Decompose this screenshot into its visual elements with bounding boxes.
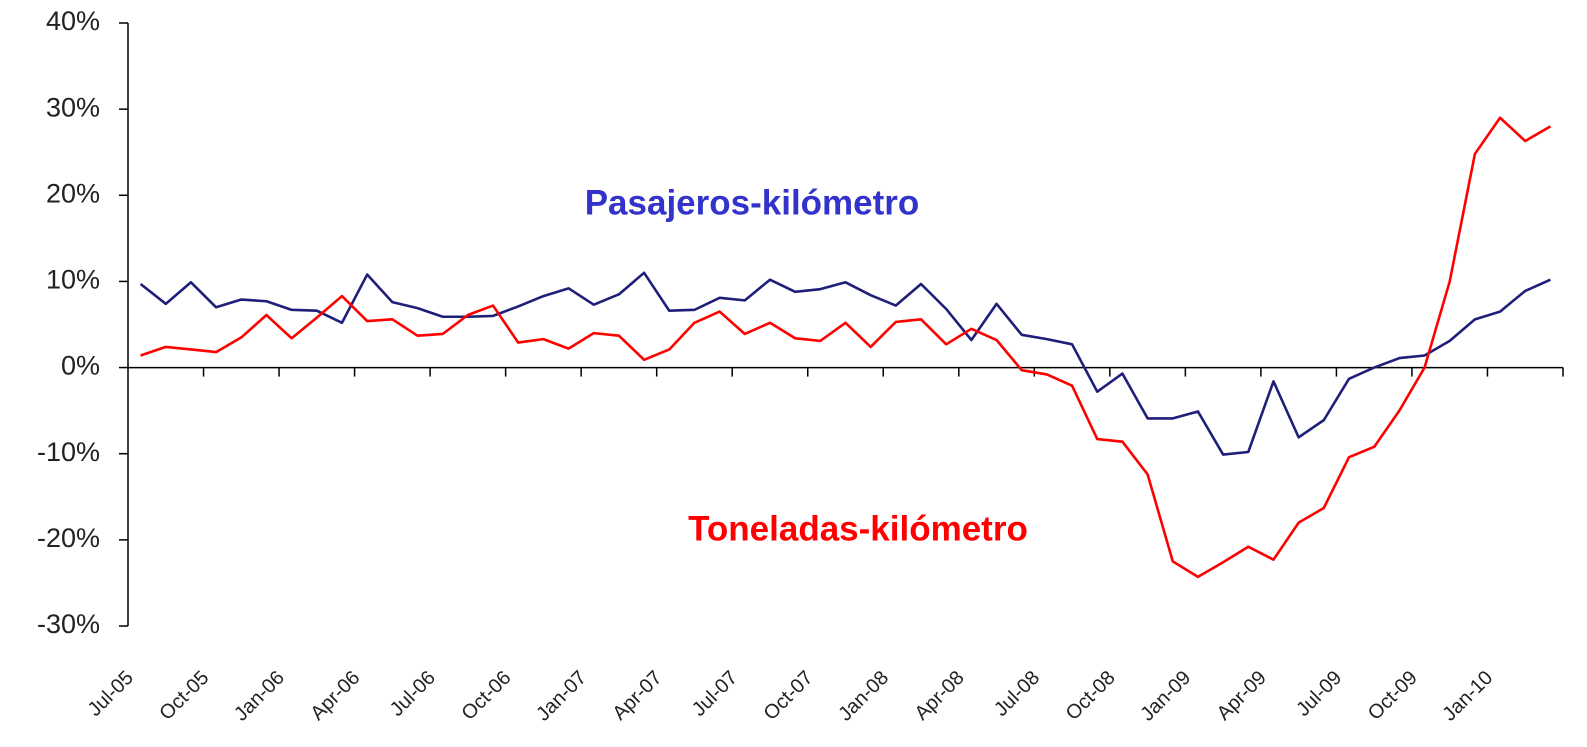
x-tick-label: Apr-09 — [1213, 667, 1271, 725]
x-tick-label: Jan-10 — [1439, 667, 1498, 726]
x-tick-label: Oct-07 — [760, 667, 818, 725]
x-tick-label: Jan-07 — [532, 667, 591, 726]
y-tick-label: 20% — [46, 178, 100, 208]
x-tick-label: Jul-05 — [84, 667, 138, 721]
x-tick-label: Oct-08 — [1062, 667, 1120, 725]
x-tick-label: Jul-06 — [386, 667, 440, 721]
x-tick-label: Jan-09 — [1136, 667, 1195, 726]
y-tick-label: 0% — [61, 351, 100, 381]
y-tick-label: -10% — [37, 437, 100, 467]
y-tick-label: -30% — [37, 609, 100, 639]
x-tick-label: Apr-08 — [911, 667, 969, 725]
series-label: Pasajeros-kilómetro — [585, 183, 920, 222]
series-line — [139, 271, 1551, 456]
x-tick-label: Oct-09 — [1364, 667, 1422, 725]
x-tick-label: Apr-06 — [306, 667, 364, 725]
x-tick-label: Apr-07 — [609, 667, 667, 725]
series-label: Toneladas-kilómetro — [688, 509, 1028, 548]
x-tick-label: Jul-08 — [990, 667, 1044, 721]
x-tick-label: Jul-09 — [1292, 667, 1346, 721]
y-tick-label: -20% — [37, 523, 100, 553]
x-tick-label: Oct-05 — [155, 667, 213, 725]
y-tick-label: 40% — [46, 6, 100, 36]
series-line — [140, 116, 1552, 579]
y-tick-label: 10% — [46, 265, 100, 295]
x-tick-label: Oct-06 — [457, 667, 515, 725]
x-tick-label: Jan-06 — [230, 667, 289, 726]
x-tick-label: Jan-08 — [834, 667, 893, 726]
y-tick-label: 30% — [46, 92, 100, 122]
x-tick-label: Jul-07 — [688, 667, 742, 721]
